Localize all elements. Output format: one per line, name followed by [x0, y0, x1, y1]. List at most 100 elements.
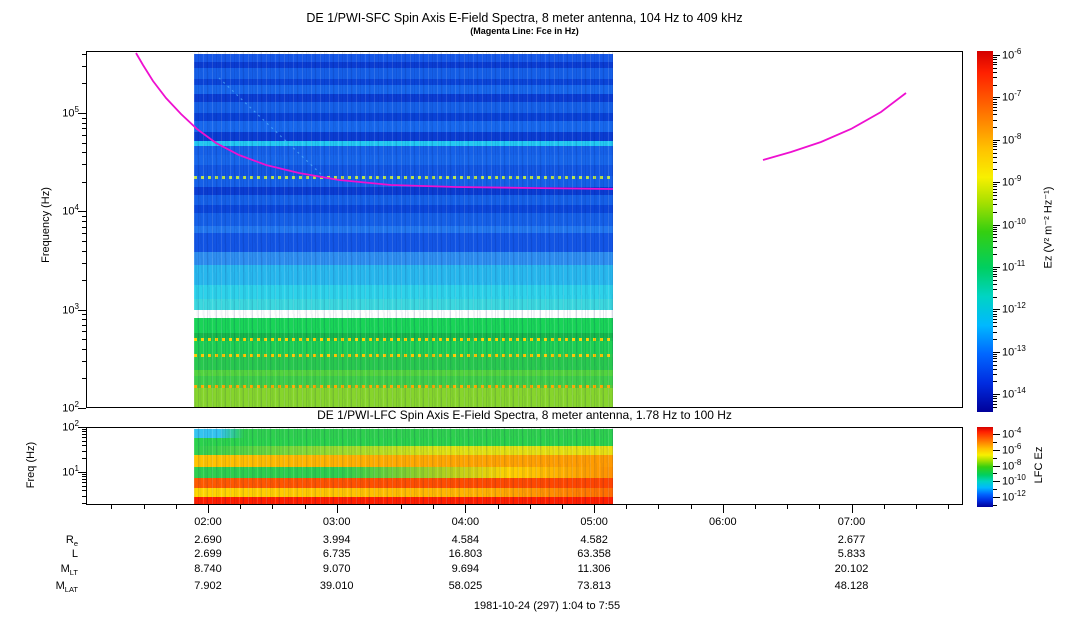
sfc-spectral-band	[194, 132, 613, 141]
ephemeris-value: 5.833	[837, 548, 866, 560]
sfc-colorbar-tick-label: 10-13	[1002, 343, 1026, 359]
colorbar-minor-tick	[993, 457, 997, 459]
x-minor-tick	[915, 505, 917, 509]
colorbar-minor-tick	[993, 268, 997, 270]
colorbar-minor-tick	[993, 106, 997, 108]
y-minor-tick	[82, 66, 86, 68]
x-minor-tick	[561, 505, 563, 509]
ephemeris-value: 73.813	[577, 580, 611, 592]
y-minor-tick	[82, 440, 86, 442]
ephemeris-row-label: L	[71, 548, 78, 560]
lfc-spectral-band	[194, 438, 613, 446]
x-minor-tick	[658, 505, 660, 509]
exponent: -9	[1014, 174, 1022, 184]
colorbar-major-tick	[993, 465, 1000, 467]
colorbar-minor-tick	[993, 156, 997, 158]
sfc-y-axis-label: Frequency (Hz)	[40, 187, 52, 263]
colorbar-minor-tick	[993, 361, 997, 363]
row-label-subscript: LT	[69, 568, 78, 578]
sfc-colorbar-tick-label: 10-7	[1002, 89, 1022, 105]
colorbar-minor-tick	[993, 271, 997, 273]
sfc-spectral-band	[194, 85, 613, 94]
sfc-spectral-band	[194, 121, 613, 132]
colorbar-minor-tick	[993, 169, 997, 171]
sfc-spectral-band	[194, 354, 613, 357]
sfc-spectral-band	[194, 68, 613, 79]
sfc-y-major-tick	[78, 408, 86, 409]
ephemeris-value: 11.306	[577, 563, 611, 575]
colorbar-major-tick	[993, 267, 1000, 268]
sfc-spectral-band	[194, 79, 613, 85]
time-tick-label: 04:00	[451, 516, 480, 528]
y-minor-tick	[82, 331, 86, 333]
lfc-spectral-band	[194, 446, 613, 455]
y-minor-tick	[82, 361, 86, 363]
lfc-colorbar	[977, 427, 993, 507]
colorbar-minor-tick	[993, 77, 997, 79]
colorbar-minor-tick	[993, 406, 997, 408]
colorbar-minor-tick	[993, 289, 997, 291]
x-major-tick	[336, 505, 338, 513]
sfc-spectral-band	[194, 62, 613, 68]
time-tick-label: 05:00	[580, 516, 608, 528]
sfc-colorbar-tick-label: 10-8	[1002, 131, 1022, 147]
x-major-tick	[465, 505, 467, 513]
x-minor-tick	[143, 505, 145, 509]
sfc-spectral-band	[194, 179, 613, 187]
y-minor-tick	[82, 152, 86, 154]
sfc-colorbar	[977, 51, 993, 412]
time-tick-label: 02:00	[194, 516, 222, 528]
lfc-y-tick-label: 102	[62, 419, 79, 434]
x-minor-tick	[690, 505, 692, 509]
colorbar-minor-tick	[993, 313, 997, 315]
sfc-y-tick-label: 104	[62, 203, 79, 219]
colorbar-major-tick	[993, 481, 1000, 483]
sfc-spectral-band	[194, 333, 613, 338]
exponent: -12	[1014, 489, 1026, 498]
colorbar-minor-tick	[993, 184, 997, 186]
colorbar-major-tick	[993, 309, 1000, 311]
y-minor-tick	[82, 431, 86, 433]
colorbar-minor-tick	[993, 152, 997, 154]
x-major-tick	[594, 505, 596, 513]
sfc-colorbar-label: Ez (V² m⁻² Hz⁻¹)	[1042, 186, 1055, 269]
sfc-spectral-band	[194, 341, 613, 354]
sfc-spectral-band	[194, 285, 613, 299]
lfc-colorbar-tick-label: 10-6	[1002, 441, 1022, 457]
lfc-colorbar-tick-label: 10-12	[1002, 489, 1026, 504]
colorbar-minor-tick	[993, 311, 997, 313]
y-minor-tick	[82, 122, 86, 124]
sfc-spectral-band	[194, 357, 613, 370]
lfc-spectral-band	[194, 497, 613, 504]
colorbar-minor-tick	[993, 191, 997, 193]
lfc-y-tick-label: 101	[62, 464, 79, 479]
sfc-chart-title: DE 1/PWI-SFC Spin Axis E-Field Spectra, …	[306, 11, 743, 25]
colorbar-minor-tick	[993, 114, 997, 116]
ephemeris-value: 39.010	[319, 580, 354, 592]
colorbar-minor-tick	[993, 234, 997, 235]
colorbar-minor-tick	[993, 186, 997, 188]
lfc-chart-title: DE 1/PWI-LFC Spin Axis E-Field Spectra, …	[317, 408, 732, 422]
lfc-colorbar-tick-label: 10-4	[1002, 426, 1022, 441]
y-minor-tick	[82, 476, 86, 478]
exponent: -10	[1014, 216, 1026, 226]
y-minor-tick	[82, 134, 86, 136]
ephemeris-value: 3.994	[322, 534, 351, 546]
sfc-spectral-band	[194, 176, 613, 179]
exponent: 5	[74, 105, 79, 114]
sfc-spectral-band	[194, 299, 613, 310]
ephemeris-value: 9.070	[322, 563, 351, 575]
colorbar-minor-tick	[993, 199, 997, 201]
ephemeris-row-label: MLT	[60, 563, 78, 578]
sfc-spectrogram-panel	[86, 51, 963, 408]
colorbar-minor-tick	[993, 279, 997, 281]
exponent: -4	[1014, 426, 1022, 435]
sfc-colorbar-tick-label: 10-10	[1002, 216, 1026, 232]
y-minor-tick	[82, 83, 86, 85]
sfc-y-tick-label: 105	[62, 105, 79, 120]
colorbar-minor-tick	[993, 71, 997, 73]
exponent: -12	[1014, 301, 1026, 311]
colorbar-minor-tick	[993, 56, 997, 58]
x-minor-tick	[401, 505, 403, 509]
